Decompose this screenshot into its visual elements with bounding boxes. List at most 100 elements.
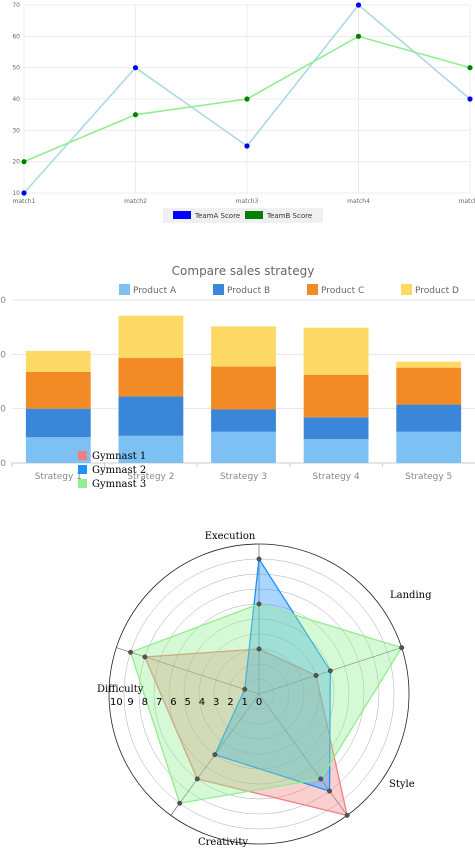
legend-label: Gymnast 3 (92, 479, 146, 490)
legend-swatch (213, 284, 224, 295)
bar-segment (211, 409, 276, 432)
legend-swatch (119, 284, 130, 295)
legend-swatch (78, 465, 87, 474)
axis-label: Landing (390, 590, 432, 601)
radial-tick-label: 8 (142, 697, 148, 708)
legend-label: Product C (321, 286, 364, 296)
data-point (21, 159, 27, 165)
data-point (355, 33, 362, 39)
bar-segment (396, 367, 462, 405)
data-point (355, 2, 362, 8)
y-tick-label: 0 (0, 459, 6, 469)
data-point (344, 812, 350, 818)
data-point (318, 776, 324, 782)
bar-segment (25, 350, 91, 372)
legend-label: TeamA Score (194, 212, 240, 220)
team-score-line-chart: 10 20 30 40 50 60 70 match1 match2 match3 match4 ma… (12, 2, 475, 223)
data-point (242, 686, 248, 692)
legend-swatch (307, 284, 318, 295)
data-point (327, 668, 333, 674)
series-area (143, 648, 349, 817)
y-tick-label: 10 (12, 190, 20, 197)
data-point (128, 649, 134, 655)
legend-background (163, 208, 323, 223)
data-point (256, 646, 262, 652)
chart-title: Compare sales strategy (172, 264, 315, 278)
sales-strategy-stacked-bar-chart: Compare sales strategy Product A Product B… (0, 264, 475, 482)
data-point (212, 752, 218, 758)
data-point (467, 65, 473, 71)
bar-segment (396, 361, 462, 368)
data-point (194, 776, 200, 782)
x-tick-label: Strategy 3 (220, 472, 267, 482)
x-tick-label: match5 (459, 198, 475, 205)
data-point (177, 800, 183, 806)
y-tick-label: 70 (12, 2, 20, 9)
y-tick-label: 600 (0, 296, 6, 306)
data-point (132, 112, 139, 118)
x-tick-label: match1 (13, 198, 36, 205)
legend-swatch (173, 211, 191, 219)
bar-segment (303, 417, 369, 440)
bar-segment (118, 396, 184, 436)
y-tick-label: 200 (0, 405, 6, 415)
bar-segment (25, 371, 91, 409)
legend-label: Product B (227, 286, 270, 296)
legend-swatch (78, 479, 87, 488)
x-tick-label: match3 (236, 198, 259, 205)
data-point (244, 143, 250, 149)
data-point (21, 190, 27, 196)
legend-label: Product D (415, 286, 459, 296)
series-area (129, 603, 403, 804)
axis-label: Style (389, 779, 415, 790)
bar-segment (25, 408, 91, 438)
legend-label: Gymnast 1 (92, 451, 146, 462)
axis-label: Creativity (198, 837, 248, 848)
radial-tick-label: 2 (227, 697, 233, 708)
data-point (256, 556, 262, 562)
legend-swatch (401, 284, 412, 295)
radial-tick-label: 3 (213, 697, 219, 708)
data-point (327, 788, 332, 794)
x-tick-label: match2 (124, 198, 147, 205)
y-tick-label: 30 (12, 127, 20, 134)
y-tick-label: 20 (12, 159, 20, 166)
data-point (467, 96, 473, 102)
data-point (399, 645, 405, 651)
data-point (256, 601, 262, 607)
legend-label: TeamB Score (266, 212, 312, 220)
bar-segment (211, 366, 276, 410)
bar-segment (396, 404, 462, 432)
y-tick-label: 50 (12, 65, 20, 72)
legend-swatch (78, 451, 87, 460)
radial-tick-label: 9 (127, 697, 133, 708)
bar-segment (303, 374, 369, 418)
y-tick-label: 40 (12, 96, 20, 103)
radial-tick-label: 4 (199, 697, 205, 708)
x-tick-label: Strategy 4 (313, 472, 360, 482)
bar-segment (303, 439, 369, 463)
legend-label: Gymnast 2 (92, 465, 146, 476)
x-tick-label: Strategy 2 (127, 472, 174, 482)
bar-segment (211, 431, 276, 463)
legend-label: Product A (133, 286, 177, 296)
radial-tick-label: 5 (184, 697, 190, 708)
bar-segment (118, 435, 184, 463)
radial-tick-label: 7 (156, 697, 162, 708)
radial-tick-label: 10 (110, 697, 123, 708)
axis-label: Execution (205, 531, 256, 542)
radial-tick-label: 6 (170, 697, 176, 708)
y-tick-label: 60 (12, 33, 20, 40)
bar-segment (211, 326, 276, 367)
data-point (313, 673, 319, 678)
x-tick-label: Strategy 5 (405, 472, 452, 482)
radar-spoke (258, 693, 348, 816)
axis-label: Difficulty (97, 684, 144, 695)
data-point (142, 654, 148, 660)
bar-segment (396, 431, 462, 463)
radar-spoke (116, 647, 260, 695)
radial-tick-label: 0 (256, 697, 262, 708)
data-point (244, 96, 250, 102)
